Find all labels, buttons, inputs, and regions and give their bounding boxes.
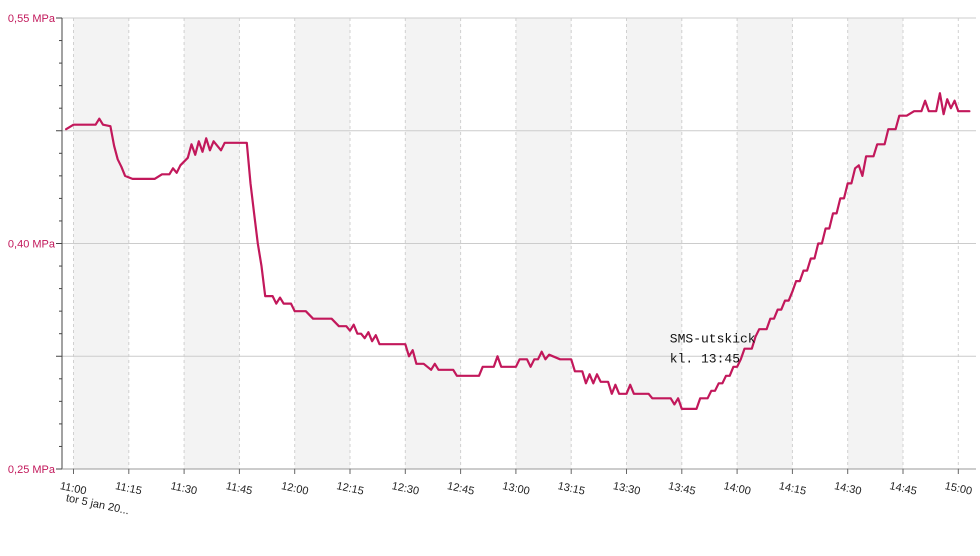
x-tick-label: 14:45 [888,480,917,497]
y-tick-label: 0,55 MPa [8,13,56,25]
x-tick-label: 13:00 [501,480,530,497]
x-tick-label: 12:30 [391,480,420,497]
annotation: SMS-utskick kl. 13:45 [670,331,756,366]
y-tick-label: 0,25 MPa [8,464,56,476]
x-tick-label: 14:30 [833,480,862,497]
x-tick-label: 12:45 [446,480,475,497]
annotation-line-2: kl. 13:45 [670,351,740,366]
date-label: tor 5 jan 20... [65,492,130,517]
x-tick-label: 13:45 [667,480,696,497]
series-line [65,92,971,410]
x-tick-label: 11:15 [114,480,143,497]
horizontal-gridlines [62,17,976,357]
series-layer [65,92,971,410]
x-tick-label: 11:45 [225,480,254,497]
x-tick-label: 15:00 [944,480,973,497]
x-tick-label: 14:15 [778,480,807,497]
y-tick-label: 0,40 MPa [8,239,56,251]
x-tick-label: 13:15 [557,480,586,497]
x-tick-label: 13:30 [612,480,641,497]
annotation-line-1: SMS-utskick [670,331,756,346]
x-axis: 11:00 11:15 11:30 11:45 12:00 12:15 12:30 12:45… [59,468,976,498]
x-tick-label: 11:00 [59,480,88,497]
x-tick-label: 11:30 [169,480,198,497]
y-axis: 0,55 MPa 0,40 MPa 0,25 MPa [8,13,63,476]
x-tick-label: 12:15 [335,480,364,497]
x-tick-label: 12:00 [280,480,309,497]
x-tick-label: 14:00 [722,480,751,497]
